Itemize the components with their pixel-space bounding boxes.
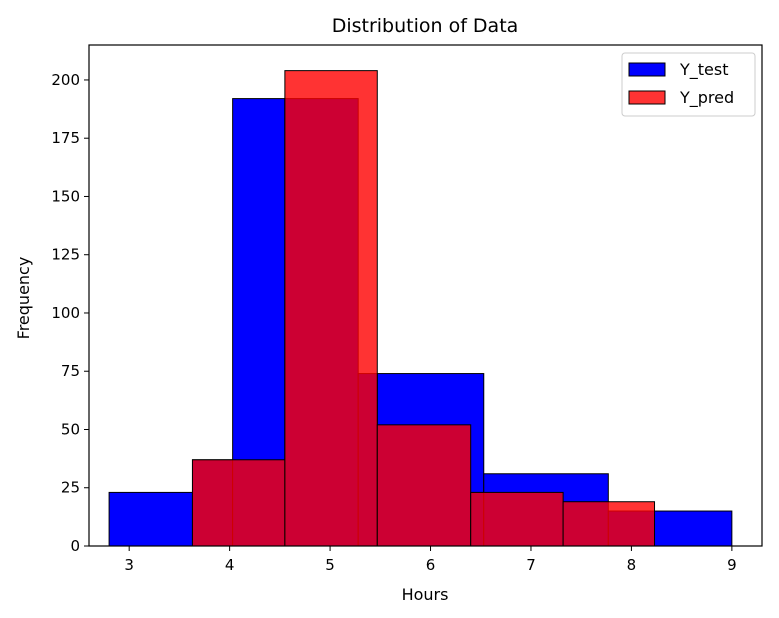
x-tick-label: 3 — [124, 556, 134, 574]
x-tick-label: 9 — [727, 556, 737, 574]
legend-swatch-y-test — [628, 62, 666, 77]
legend: Y_test Y_pred — [621, 52, 756, 117]
x-tick-label: 7 — [526, 556, 536, 574]
y-tick-label: 50 — [61, 420, 80, 438]
y-tick-label: 150 — [51, 187, 80, 205]
y-tick-label: 100 — [51, 304, 80, 322]
x-tick-label: 4 — [225, 556, 235, 574]
y-tick-label: 0 — [70, 537, 80, 555]
bars-layer — [108, 70, 733, 547]
y-axis: 0 25 50 75 100 125 150 175 200 — [51, 71, 89, 555]
legend-label-y-test: Y_test — [679, 60, 729, 80]
x-tick-label: 5 — [325, 556, 335, 574]
y-pred-bar-2 — [376, 424, 472, 547]
legend-label-y-pred: Y_pred — [679, 88, 734, 108]
y-tick-label: 125 — [51, 246, 80, 264]
y-pred-bar-4 — [562, 501, 656, 547]
y-tick-label: 75 — [61, 362, 80, 380]
legend-swatch-y-pred — [628, 90, 666, 105]
y-tick-label: 25 — [61, 479, 80, 497]
y-tick-label: 175 — [51, 129, 80, 147]
x-axis: 3 4 5 6 7 8 9 — [124, 546, 737, 574]
plot-area-frame — [88, 44, 763, 547]
x-tick-label: 6 — [426, 556, 436, 574]
y-tick-label: 200 — [51, 71, 80, 89]
y-pred-bar-0 — [191, 459, 286, 547]
chart-title: Distribution of Data — [332, 15, 519, 37]
y-pred-bar-3 — [470, 491, 564, 547]
y-pred-bar-1 — [284, 70, 378, 547]
y-axis-title: Frequency — [14, 257, 33, 340]
y-test-bar-0 — [108, 491, 193, 547]
x-axis-title: Hours — [402, 585, 449, 604]
x-tick-label: 8 — [627, 556, 637, 574]
